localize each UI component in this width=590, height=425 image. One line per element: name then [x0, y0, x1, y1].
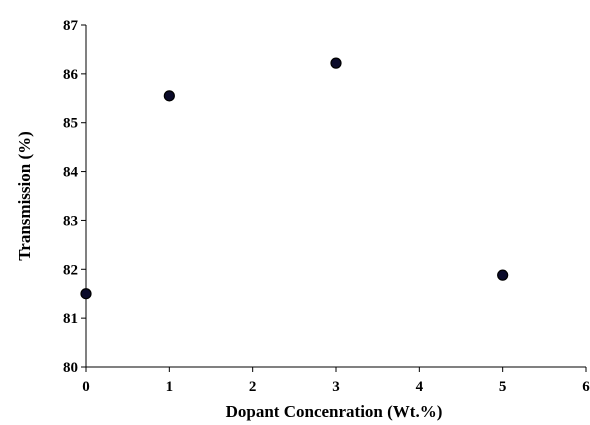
x-tick-label: 3 [332, 379, 340, 395]
data-point [497, 269, 509, 281]
data-points [80, 57, 509, 300]
y-tick-label: 81 [63, 311, 78, 327]
y-tick-label: 86 [63, 67, 79, 83]
y-axis-title: Transmission (%) [15, 131, 34, 261]
y-tick-label: 87 [63, 18, 79, 34]
data-point [330, 57, 342, 69]
data-point [80, 288, 92, 300]
x-tick-label: 0 [82, 379, 90, 395]
x-axis-title: Dopant Concenration (Wt.%) [226, 402, 443, 421]
x-axis: 0 1 2 3 4 5 6 [82, 366, 590, 395]
y-tick-label: 84 [63, 165, 79, 181]
x-tick-label: 4 [416, 379, 424, 395]
data-point [163, 90, 175, 102]
x-tick-label: 1 [166, 379, 174, 395]
y-axis: 80 81 82 83 84 85 86 87 [63, 18, 87, 376]
x-tick-label: 5 [499, 379, 507, 395]
y-tick-label: 80 [63, 360, 78, 376]
y-tick-label: 85 [63, 116, 78, 132]
y-tick-label: 82 [63, 262, 78, 278]
x-tick-label: 6 [582, 379, 590, 395]
x-tick-label: 2 [249, 379, 257, 395]
y-tick-label: 83 [63, 213, 78, 229]
